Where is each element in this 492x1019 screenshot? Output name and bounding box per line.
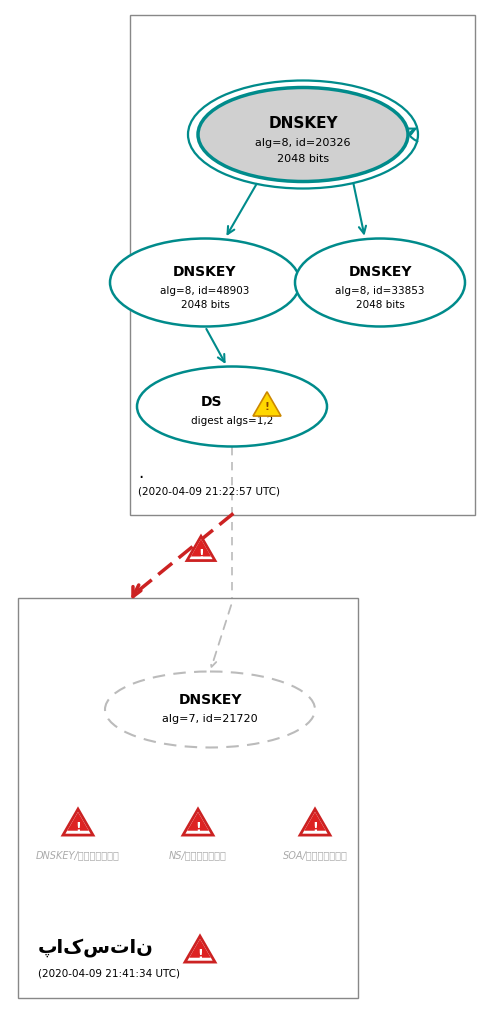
Text: alg=8, id=20326: alg=8, id=20326 [255, 139, 351, 149]
Text: !: ! [75, 820, 81, 834]
Text: DNSKEY: DNSKEY [348, 264, 412, 278]
Polygon shape [183, 809, 213, 836]
Polygon shape [185, 936, 215, 962]
Text: !: ! [197, 947, 203, 960]
Text: !: ! [195, 820, 201, 834]
Ellipse shape [295, 239, 465, 327]
Text: DNSKEY: DNSKEY [178, 693, 242, 707]
Text: DNSKEY: DNSKEY [173, 264, 237, 278]
Polygon shape [191, 539, 211, 557]
Polygon shape [189, 940, 211, 958]
Text: !: ! [312, 820, 318, 834]
Polygon shape [300, 809, 330, 836]
Polygon shape [304, 812, 326, 830]
Text: !: ! [265, 401, 270, 411]
Text: DNSKEY/پاکستان: DNSKEY/پاکستان [36, 850, 120, 860]
Polygon shape [187, 812, 209, 830]
Text: alg=8, id=33853: alg=8, id=33853 [335, 285, 425, 296]
Polygon shape [187, 537, 215, 561]
Text: digest algs=1,2: digest algs=1,2 [191, 416, 273, 426]
Text: 2048 bits: 2048 bits [356, 300, 404, 309]
Text: .: . [138, 464, 143, 482]
Text: DNSKEY: DNSKEY [268, 116, 338, 130]
Text: 2048 bits: 2048 bits [277, 154, 329, 164]
Ellipse shape [105, 672, 315, 748]
Text: !: ! [198, 547, 204, 560]
Text: (2020-04-09 21:41:34 UTC): (2020-04-09 21:41:34 UTC) [38, 968, 180, 977]
Text: alg=7, id=21720: alg=7, id=21720 [162, 713, 258, 722]
Bar [18, 598, 358, 998]
Text: SOA/پاکستان: SOA/پاکستان [282, 850, 347, 860]
Polygon shape [253, 392, 281, 417]
Text: پاکستان: پاکستان [38, 937, 154, 956]
Text: (2020-04-09 21:22:57 UTC): (2020-04-09 21:22:57 UTC) [138, 486, 280, 496]
Text: NS/پاکستان: NS/پاکستان [169, 850, 227, 860]
Ellipse shape [198, 89, 408, 182]
Text: alg=8, id=48903: alg=8, id=48903 [160, 285, 249, 296]
Polygon shape [63, 809, 93, 836]
Text: DS: DS [201, 395, 223, 409]
Ellipse shape [110, 239, 300, 327]
Bar [130, 15, 475, 515]
Text: 2048 bits: 2048 bits [181, 300, 229, 309]
Ellipse shape [137, 367, 327, 447]
Polygon shape [67, 812, 89, 830]
